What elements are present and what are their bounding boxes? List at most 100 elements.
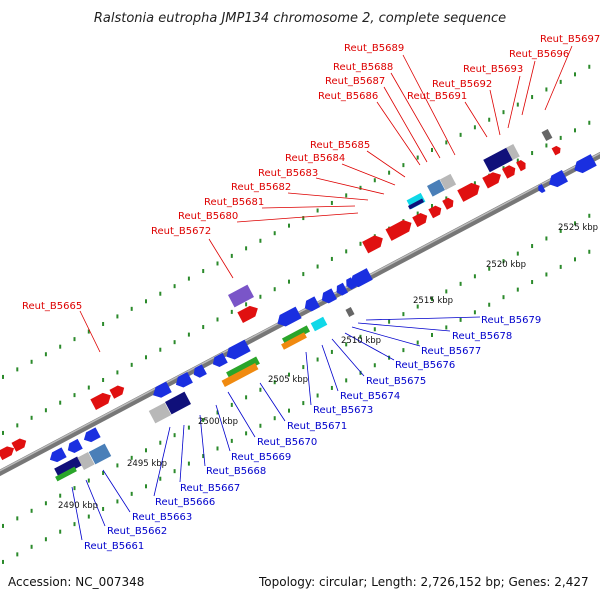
- tick-mark: [330, 256, 333, 261]
- gene-label[interactable]: Reut_B5661: [84, 541, 144, 552]
- gene-label[interactable]: Reut_B5662: [107, 526, 167, 537]
- gene-label[interactable]: Reut_B5673: [313, 405, 373, 416]
- gene-label[interactable]: Reut_B5669: [231, 452, 291, 463]
- gene-label[interactable]: Reut_B5668: [206, 466, 266, 477]
- gene-label[interactable]: Reut_B5693: [463, 64, 523, 75]
- label-leader-line: [85, 479, 106, 527]
- gene-label[interactable]: Reut_B5686: [318, 91, 378, 102]
- tick-mark: [402, 312, 405, 317]
- gene-label[interactable]: Reut_B5677: [421, 346, 481, 357]
- tick-mark: [2, 523, 4, 528]
- tick-mark: [445, 196, 448, 201]
- tick-mark: [288, 223, 290, 228]
- gene-box: [148, 402, 172, 424]
- tick-mark: [516, 102, 519, 107]
- tick-mark: [102, 470, 105, 475]
- gene-shape: [175, 371, 193, 388]
- gene-label[interactable]: Reut_B5666: [155, 497, 215, 508]
- label-leader-line: [383, 86, 428, 163]
- gene-box: [506, 143, 520, 161]
- gene-label[interactable]: Reut_B5687: [325, 76, 385, 87]
- gene-shape: [541, 128, 553, 142]
- gene-label[interactable]: Reut_B5691: [407, 91, 467, 102]
- tick-mark: [259, 238, 262, 243]
- gene-box: [54, 456, 82, 478]
- tick-mark: [445, 289, 448, 294]
- gene-label[interactable]: Reut_B5682: [231, 182, 291, 193]
- gene-label[interactable]: Reut_B5683: [258, 168, 318, 179]
- tick-mark: [102, 377, 105, 382]
- tick-mark: [230, 402, 233, 407]
- tick-mark: [116, 314, 119, 319]
- tick-mark: [545, 143, 548, 148]
- tick-mark: [273, 380, 276, 385]
- tick-mark: [445, 325, 448, 330]
- tick-mark: [2, 374, 4, 379]
- tick-mark: [87, 514, 90, 519]
- tick-mark: [44, 408, 47, 413]
- gene-label[interactable]: Reut_B5674: [340, 391, 400, 402]
- label-leader-line: [390, 72, 441, 159]
- gene-shape: [228, 284, 254, 308]
- tick-mark: [473, 310, 476, 315]
- gene-label[interactable]: Reut_B5688: [333, 62, 393, 73]
- accession-text: Accession: NC_007348: [8, 575, 144, 589]
- gene-label[interactable]: Reut_B5684: [285, 153, 345, 164]
- tick-mark: [145, 484, 147, 489]
- gene-shape: [483, 147, 513, 173]
- gene-label[interactable]: Reut_B5697: [540, 34, 600, 45]
- gene-shape: [221, 363, 259, 387]
- label-leader-line: [236, 212, 359, 223]
- gene-label[interactable]: Reut_B5672: [151, 226, 211, 237]
- gene-shape: [304, 296, 320, 312]
- tick-mark: [359, 185, 362, 190]
- tick-mark: [259, 387, 262, 392]
- tick-mark: [373, 178, 376, 183]
- bottom-gene-labels: Reut_B5661 Reut_B5662 Reut_B5663 Reut_B5…: [84, 315, 541, 552]
- gene-label[interactable]: Reut_B5692: [432, 79, 492, 90]
- forward-gene: [90, 392, 111, 410]
- gene-shape: [336, 282, 348, 296]
- gene-label[interactable]: Reut_B5680: [178, 211, 238, 222]
- forward-gene: [0, 446, 15, 461]
- gene-label[interactable]: Reut_B5676: [395, 360, 455, 371]
- gene-box: [165, 391, 191, 415]
- gene-label[interactable]: Reut_B5670: [257, 437, 317, 448]
- gene-shape: [77, 452, 95, 470]
- gene-label[interactable]: Reut_B5663: [132, 512, 192, 523]
- gene-label[interactable]: Reut_B5696: [509, 49, 569, 60]
- tick-mark: [402, 348, 405, 353]
- gene-shape: [428, 205, 442, 219]
- gene-label[interactable]: Reut_B5665: [22, 301, 82, 312]
- gene-label[interactable]: Reut_B5689: [344, 43, 404, 54]
- tick-mark: [559, 135, 562, 140]
- tick-mark: [416, 155, 419, 160]
- tick-mark: [187, 425, 190, 430]
- tick-mark: [130, 362, 133, 367]
- gene-label[interactable]: Reut_B5681: [204, 197, 264, 208]
- gene-label[interactable]: Reut_B5671: [287, 421, 347, 432]
- tick-mark: [588, 213, 591, 218]
- tick-mark: [373, 327, 376, 332]
- reverse-gene: [321, 288, 337, 304]
- gene-label[interactable]: Reut_B5675: [366, 376, 426, 387]
- gene-label[interactable]: Reut_B5678: [452, 331, 512, 342]
- gene-shape: [442, 197, 454, 210]
- reverse-gene: [212, 352, 228, 367]
- label-leader-line: [199, 414, 206, 467]
- map-title: Ralstonia eutropha JMP134 chromosome 2, …: [94, 11, 506, 26]
- tick-mark: [559, 79, 562, 84]
- gene-label[interactable]: Reut_B5667: [180, 483, 240, 494]
- tick-mark: [431, 203, 433, 208]
- tick-mark: [502, 295, 505, 300]
- tick-mark: [316, 264, 319, 269]
- gene-shape: [321, 288, 337, 304]
- tick-mark: [44, 501, 47, 506]
- gene-label[interactable]: Reut_B5679: [481, 315, 541, 326]
- gene-shape: [362, 235, 383, 254]
- gene-label[interactable]: Reut_B5685: [310, 140, 370, 151]
- tick-mark: [145, 355, 147, 360]
- gene-shape: [237, 305, 258, 323]
- tick-mark: [216, 317, 219, 322]
- gene-box: [483, 147, 513, 173]
